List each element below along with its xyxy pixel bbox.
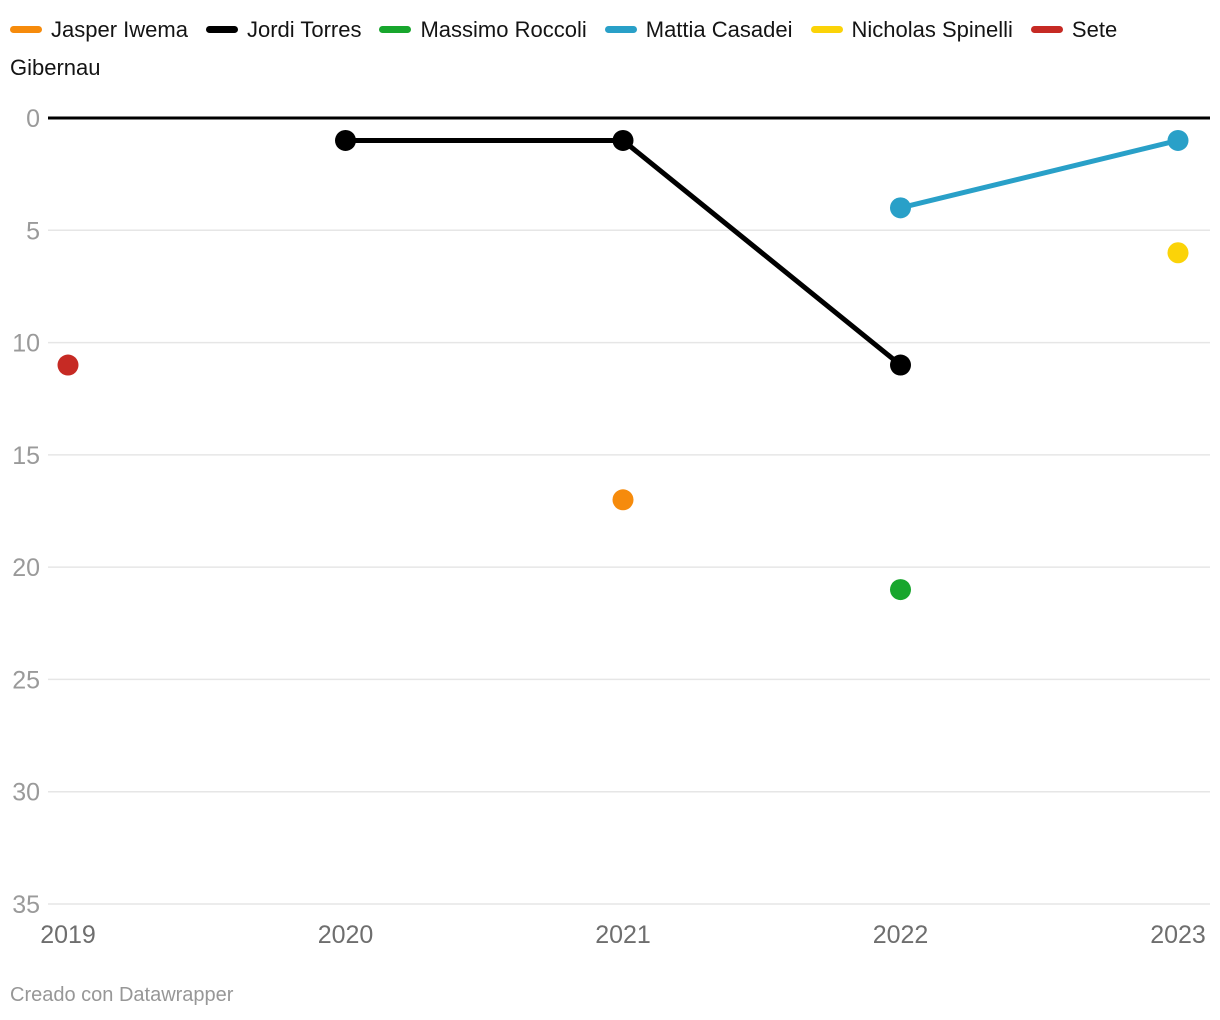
data-point-jasper-iwema-2021[interactable] (612, 489, 634, 511)
data-point-massimo-roccoli-2022[interactable] (890, 579, 911, 601)
legend-label-jasper-iwema: Jasper Iwema (51, 17, 188, 42)
legend: Jasper Iwema Jordi Torres Massimo Roccoli M… (10, 11, 1210, 87)
y-tick-label-15: 15 (12, 442, 40, 470)
footer: Creado con Datawrapper (10, 984, 233, 1007)
legend-swatch-jasper-iwema (10, 25, 42, 33)
legend-item-mattia-casadei[interactable]: Mattia Casadei (604, 17, 793, 42)
legend-swatch-massimo-roccoli (379, 25, 412, 33)
legend-swatch-nicholas-spinelli (810, 25, 843, 33)
x-tick-label-2023: 2023 (1150, 921, 1206, 949)
legend-label-sete-gibernau: Sete Gibernau (10, 17, 1118, 80)
data-point-jordi-torres-2022[interactable] (890, 354, 911, 376)
legend-swatch-jordi-torres (205, 25, 238, 33)
legend-label-massimo-roccoli: Massimo Roccoli (420, 17, 587, 42)
legend-swatch-sete-gibernau (1030, 25, 1063, 33)
legend-label-mattia-casadei: Mattia Casadei (645, 17, 793, 42)
y-tick-label-5: 5 (26, 217, 40, 245)
legend-item-nicholas-spinelli[interactable]: Nicholas Spinelli (810, 17, 1013, 42)
legend-item-massimo-roccoli[interactable]: Massimo Roccoli (379, 17, 587, 42)
legend-item-jordi-torres[interactable]: Jordi Torres (205, 17, 362, 42)
y-tick-label-30: 30 (12, 779, 40, 807)
data-point-mattia-casadei-2022[interactable] (890, 197, 911, 219)
data-point-mattia-casadei-2023[interactable] (1167, 129, 1189, 151)
legend-item-sete-gibernau[interactable]: Sete Gibernau (10, 17, 1117, 80)
data-point-jordi-torres-2021[interactable] (612, 129, 634, 151)
y-tick-label-35: 35 (12, 891, 40, 919)
series-line-mattia-casadei (898, 137, 1181, 211)
datawrapper-credit-link[interactable]: Creado con Datawrapper (10, 984, 234, 1006)
series-line-jordi-torres (343, 137, 903, 368)
legend-swatch-mattia-casadei (604, 25, 637, 33)
legend-item-jasper-iwema[interactable]: Jasper Iwema (10, 17, 188, 42)
y-tick-label-0: 0 (26, 105, 40, 133)
x-tick-label-2019: 2019 (40, 921, 96, 949)
x-tick-label-2021: 2021 (595, 921, 651, 949)
x-tick-label-2020: 2020 (318, 921, 374, 949)
data-point-nicholas-spinelli-2023[interactable] (1167, 242, 1189, 264)
legend-label-jordi-torres: Jordi Torres (246, 17, 362, 42)
x-tick-label-2022: 2022 (873, 921, 929, 949)
y-tick-label-25: 25 (12, 666, 40, 694)
legend-label-nicholas-spinelli: Nicholas Spinelli (851, 17, 1013, 42)
data-point-sete-gibernau-2019[interactable] (57, 354, 79, 376)
y-tick-label-20: 20 (12, 554, 40, 582)
y-tick-label-10: 10 (12, 330, 40, 358)
data-point-jordi-torres-2020[interactable] (335, 129, 356, 151)
